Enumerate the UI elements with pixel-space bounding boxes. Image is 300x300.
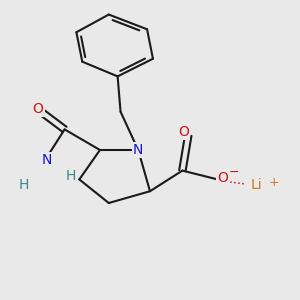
Text: O: O <box>178 125 189 139</box>
Text: Li: Li <box>250 178 262 192</box>
Text: N: N <box>133 143 143 157</box>
Text: O: O <box>218 171 229 185</box>
Text: N: N <box>42 153 52 167</box>
Text: H: H <box>65 169 76 184</box>
Text: −: − <box>229 166 239 178</box>
Text: H: H <box>18 178 28 192</box>
Text: +: + <box>268 176 279 189</box>
Text: O: O <box>33 102 44 116</box>
